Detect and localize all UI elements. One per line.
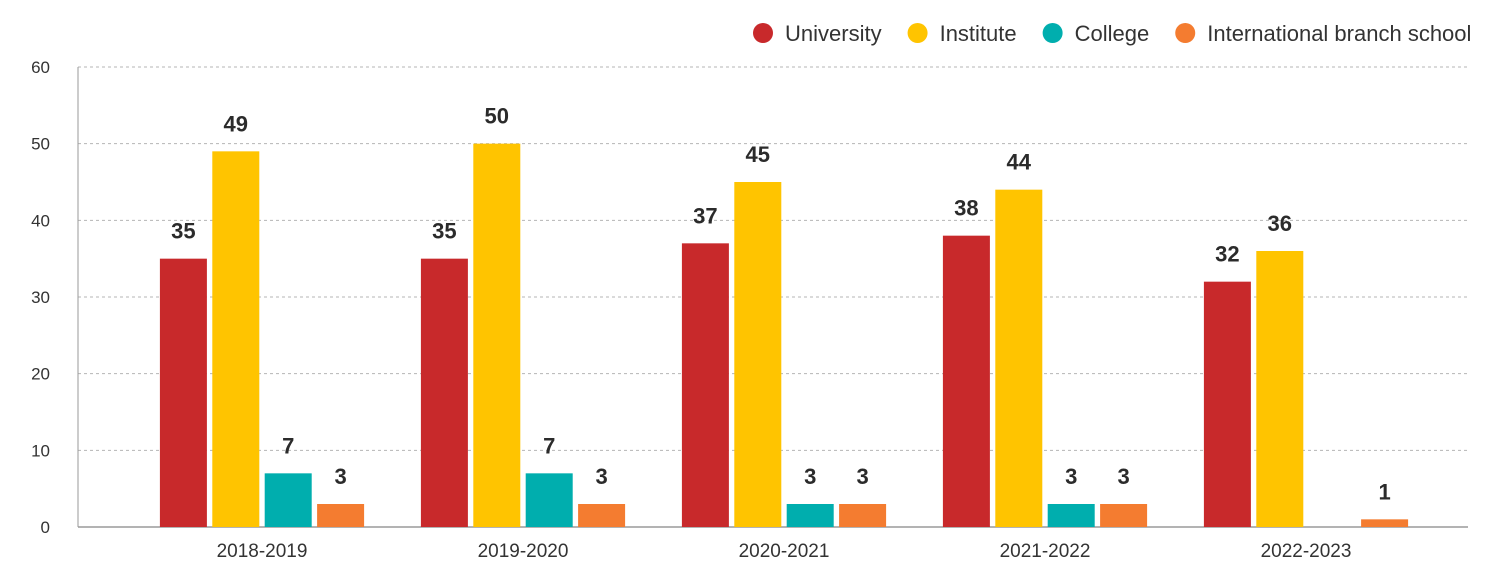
y-tick-label: 20	[31, 365, 50, 384]
data-label: 3	[334, 464, 346, 489]
legend-marker	[1175, 23, 1196, 43]
x-tick-label: 2022-2023	[1261, 541, 1352, 562]
bar-university	[1203, 281, 1251, 527]
y-tick-label: 50	[31, 135, 50, 154]
y-tick-label: 10	[31, 441, 50, 460]
data-label: 37	[693, 203, 717, 228]
bar-international-branch-school	[839, 504, 887, 527]
data-label: 3	[1065, 464, 1077, 489]
data-label: 3	[1117, 464, 1129, 489]
bar-international-branch-school	[317, 504, 365, 527]
data-label: 35	[432, 219, 456, 244]
x-tick-label: 2021-2022	[1000, 541, 1091, 562]
bar-college	[525, 473, 573, 527]
bar-international-branch-school	[578, 504, 626, 527]
data-label: 3	[856, 464, 868, 489]
y-tick-label: 0	[41, 518, 50, 537]
bar-institute	[473, 143, 521, 527]
legend-label: College	[1075, 21, 1150, 46]
data-label: 32	[1215, 242, 1239, 267]
data-label: 3	[804, 464, 816, 489]
bar-college	[786, 504, 834, 527]
bars	[159, 143, 1409, 528]
legend-marker	[907, 23, 928, 43]
data-label: 1	[1378, 479, 1390, 504]
legend-marker	[753, 23, 773, 43]
legend-label: Institute	[940, 21, 1017, 46]
bar-institute	[1256, 251, 1304, 527]
data-label: 49	[224, 111, 248, 136]
legend-label: International branch school	[1207, 21, 1471, 46]
bar-institute	[734, 182, 782, 527]
data-label: 35	[171, 219, 195, 244]
bar-university	[420, 258, 468, 527]
x-tick-label: 2018-2019	[217, 541, 308, 562]
bar-college	[1047, 504, 1095, 527]
legend-label: University	[785, 21, 882, 46]
data-label: 44	[1007, 150, 1032, 175]
legend-marker	[1042, 23, 1063, 43]
bar-international-branch-school	[1361, 519, 1409, 527]
data-label: 7	[282, 433, 294, 458]
data-label: 50	[485, 104, 509, 129]
data-label: 38	[954, 196, 978, 221]
data-label: 3	[595, 464, 607, 489]
data-labels: 35 49 7 3 35 50 7 3 37 45 3 3 38 44 3 3 32 36 1	[171, 104, 1391, 505]
data-label: 45	[746, 142, 770, 167]
y-tick-label: 40	[31, 211, 50, 230]
bar-international-branch-school	[1100, 504, 1148, 527]
x-tick-label: 2020-2021	[739, 541, 830, 562]
y-tick-label: 30	[31, 288, 50, 307]
bar-college	[264, 473, 312, 527]
bar-institute	[212, 151, 260, 528]
bar-university	[159, 258, 207, 527]
bar-university	[942, 235, 990, 527]
legend: University Institute College International …	[753, 21, 1471, 46]
x-tick-label: 2019-2020	[478, 541, 569, 562]
bar-university	[681, 243, 729, 528]
data-label: 36	[1268, 211, 1292, 236]
y-tick-label: 60	[31, 58, 50, 77]
bar-institute	[995, 189, 1043, 527]
data-label: 7	[543, 433, 555, 458]
